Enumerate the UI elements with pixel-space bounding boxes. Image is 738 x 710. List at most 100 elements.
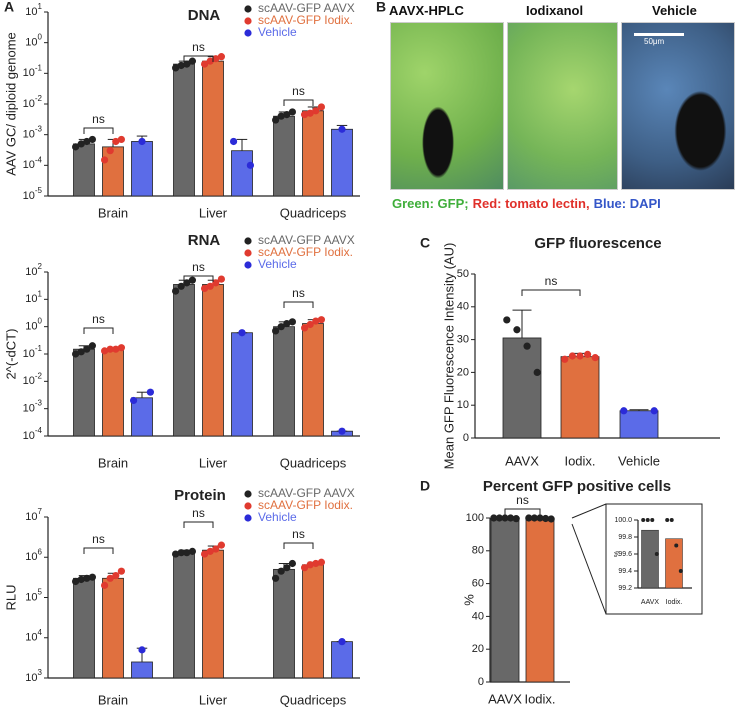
significance-bracket (183, 275, 214, 282)
y-axis-label: RLU (3, 584, 18, 610)
data-point (654, 552, 659, 556)
data-point (112, 137, 120, 146)
data-point (217, 53, 225, 61)
data-point (306, 320, 314, 329)
data-point (547, 515, 555, 523)
x-tick-label: Brain (98, 692, 128, 707)
data-point (495, 514, 503, 522)
data-point (172, 64, 180, 72)
bar (73, 143, 95, 197)
data-point (106, 574, 114, 582)
bar (102, 146, 124, 197)
data-point (83, 345, 91, 353)
data-point (317, 103, 325, 111)
data-point (503, 316, 511, 324)
significance-bracket (504, 508, 541, 515)
data-point (665, 518, 670, 522)
annotation: ns (292, 286, 305, 300)
bar (525, 517, 555, 683)
legend-marker (244, 29, 252, 37)
y-tick-label: 102 (25, 262, 42, 278)
data-point (523, 342, 531, 350)
data-point (230, 137, 238, 146)
data-point (101, 347, 109, 355)
data-point (288, 108, 296, 116)
significance-bracket (183, 55, 214, 62)
data-point (183, 549, 191, 557)
bar (302, 110, 324, 197)
data-point (530, 514, 539, 522)
legend-label: scAAV-GFP Iodix. (258, 245, 353, 259)
bar (665, 538, 683, 589)
data-point (206, 282, 214, 290)
y-tick-label: 99.6 (618, 551, 632, 558)
caption-part: Blue: DAPI (593, 196, 661, 211)
bar (131, 661, 153, 679)
legend-marker (244, 514, 252, 522)
significance-bracket (83, 547, 114, 554)
data-point (88, 342, 96, 350)
significance-bracket (83, 127, 114, 134)
y-tick-label: 10-2 (23, 371, 43, 387)
legend-label: Vehicle (258, 25, 297, 39)
legend-marker (244, 5, 252, 13)
error-bar (236, 138, 248, 151)
significance-bracket (83, 327, 114, 334)
x-tick-label: Iodix. (564, 453, 595, 468)
data-point (212, 545, 220, 553)
y-tick-label: 80 (472, 545, 484, 557)
bar (102, 348, 124, 437)
x-tick-label: Quadriceps (280, 205, 347, 220)
y-tick-label: 10-3 (23, 125, 43, 141)
error-bar (629, 409, 649, 411)
bar (173, 284, 195, 437)
bar (302, 564, 324, 679)
legend-label: Vehicle (258, 257, 297, 271)
data-point (77, 348, 85, 356)
bar (202, 60, 224, 197)
y-tick-label: 101 (25, 289, 42, 305)
legend-label: scAAV-GFP AAVX (258, 486, 355, 500)
x-tick-label: Quadriceps (280, 455, 347, 470)
y-tick-label: 100.0 (614, 517, 632, 524)
legend-marker (244, 17, 252, 25)
micrograph: Iodixanol (507, 3, 618, 190)
image-caption: Green: GFP; Red: tomato lectin, Blue: DAPI (392, 196, 665, 211)
x-tick-label: Quadriceps (280, 692, 347, 707)
data-point (172, 550, 180, 558)
bar (273, 115, 295, 197)
caption-part: Green: GFP; (392, 196, 469, 211)
legend-marker (244, 490, 252, 498)
y-tick-label: 101 (25, 2, 42, 18)
data-point (306, 561, 314, 569)
image-label: Iodixanol (526, 3, 584, 18)
x-tick-label: Brain (98, 205, 128, 220)
image-label: Vehicle (652, 3, 697, 18)
data-point (525, 514, 533, 522)
caption-part: Red: tomato lectin, (472, 196, 590, 211)
x-tick-label: Brain (98, 455, 128, 470)
chart-title: RNA (188, 232, 221, 249)
data-point (301, 564, 309, 572)
data-point (283, 564, 291, 572)
significance-bracket (283, 99, 314, 106)
legend-marker (244, 502, 252, 510)
data-point (72, 143, 80, 151)
data-point (206, 547, 214, 555)
data-point (641, 518, 646, 522)
data-point (533, 368, 541, 376)
scale-bar-label: 50μm (644, 37, 665, 46)
data-point (177, 282, 185, 290)
x-tick-label: AAVX (505, 453, 539, 468)
panel-label: B (376, 0, 386, 15)
legend-marker (244, 237, 252, 245)
bar (173, 552, 195, 679)
bar (619, 410, 659, 439)
data-point (301, 324, 309, 332)
data-point (317, 558, 325, 566)
error-bar (136, 391, 148, 398)
data-point (130, 396, 138, 405)
significance-bracket (283, 542, 314, 549)
data-point (584, 350, 592, 358)
